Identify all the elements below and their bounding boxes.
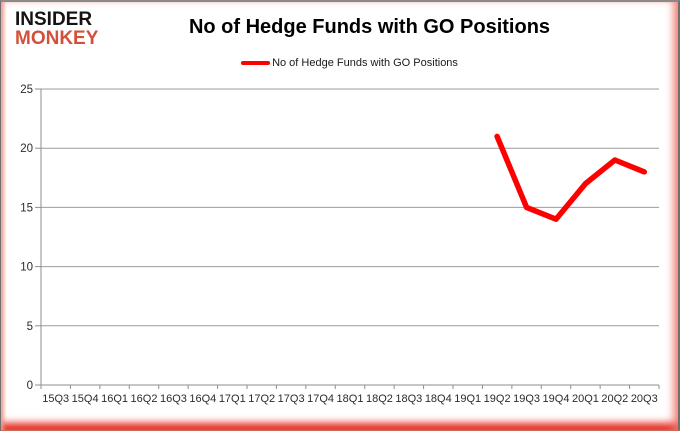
x-tick-label: 20Q1: [572, 393, 599, 405]
x-tick-label: 16Q4: [189, 393, 216, 405]
x-tick-label: 19Q2: [484, 393, 511, 405]
y-tick-label: 15: [20, 202, 33, 214]
y-tick-label: 25: [20, 84, 33, 96]
y-tick-label: 5: [27, 321, 33, 333]
x-tick-label: 19Q3: [513, 393, 540, 405]
x-tick-label: 19Q1: [454, 393, 481, 405]
legend-label: No of Hedge Funds with GO Positions: [272, 57, 458, 69]
x-tick-label: 17Q2: [248, 393, 275, 405]
x-tick-label: 15Q3: [42, 393, 69, 405]
logo-monkey-text: MONKEY: [15, 27, 99, 49]
x-tick-label: 18Q2: [366, 393, 393, 405]
x-tick-label: 20Q3: [631, 393, 658, 405]
x-tick-label: 19Q4: [543, 393, 570, 405]
y-tick-label: 20: [20, 143, 33, 155]
logo-insider-text: INSIDER: [15, 9, 93, 30]
x-tick-label: 15Q4: [72, 393, 99, 405]
x-tick-label: 18Q3: [395, 393, 422, 405]
x-tick-label: 16Q2: [131, 393, 158, 405]
legend-line-swatch: [241, 61, 271, 65]
x-tick-label: 18Q1: [337, 393, 364, 405]
insider-monkey-logo: INSIDER MONKEY: [15, 9, 99, 49]
x-tick-label: 17Q4: [307, 393, 334, 405]
x-tick-label: 20Q2: [601, 393, 628, 405]
x-tick-label: 17Q3: [278, 393, 305, 405]
x-tick-label: 17Q1: [219, 393, 246, 405]
x-tick-label: 16Q3: [160, 393, 187, 405]
x-tick-label: 18Q4: [425, 393, 452, 405]
chart-title: No of Hedge Funds with GO Positions: [188, 16, 551, 38]
data-line-go-positions: [494, 133, 648, 222]
y-tick-label: 0: [27, 380, 33, 392]
x-tick-label: 16Q1: [101, 393, 128, 405]
chart-legend: No of Hedge Funds with GO Positions: [21, 57, 678, 69]
y-tick-label: 10: [20, 262, 33, 274]
